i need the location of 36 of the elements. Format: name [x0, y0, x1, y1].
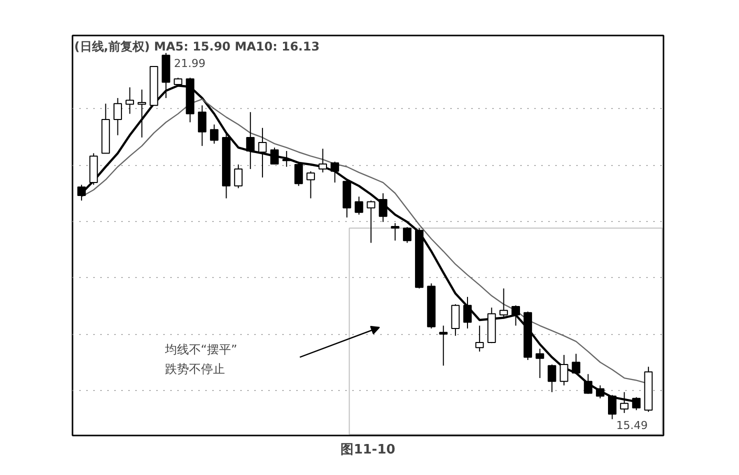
annotation: 21.99	[174, 56, 206, 70]
candlestick	[138, 89, 146, 138]
candlestick	[318, 148, 328, 173]
candlestick	[596, 384, 604, 399]
candlestick	[234, 164, 243, 189]
candlestick	[270, 147, 279, 166]
candlestick	[548, 364, 556, 393]
candlestick	[113, 98, 122, 136]
candlestick	[198, 104, 206, 146]
candlestick	[463, 296, 472, 329]
candlestick	[536, 348, 544, 379]
candlestick	[210, 124, 218, 144]
caption: 图11-10	[340, 442, 396, 458]
candlestick	[330, 161, 340, 184]
annotation: 均线不“摆平” 跌势不停止	[164, 342, 238, 376]
candlestick	[366, 200, 376, 244]
candlestick	[258, 127, 267, 178]
candlestick	[584, 374, 592, 394]
chart-title: (日线,前复权) MA5: 15.90 MA10: 16.13	[74, 40, 320, 54]
candlestick	[246, 112, 255, 170]
candlestick	[378, 192, 388, 222]
annotation: 15.49	[616, 419, 648, 432]
candlestick	[294, 161, 303, 186]
candlestick	[306, 170, 315, 199]
candlestick	[439, 325, 448, 366]
candlestick	[560, 354, 568, 386]
candlestick	[282, 150, 291, 168]
candlestick	[354, 196, 364, 216]
candlestick	[475, 325, 484, 352]
candlestick	[126, 86, 134, 114]
candlestick	[499, 288, 508, 318]
candlestick	[390, 222, 400, 242]
candlestick	[572, 353, 580, 375]
candlestick	[451, 304, 460, 336]
candlestick	[402, 226, 412, 244]
candlestick	[512, 304, 520, 326]
